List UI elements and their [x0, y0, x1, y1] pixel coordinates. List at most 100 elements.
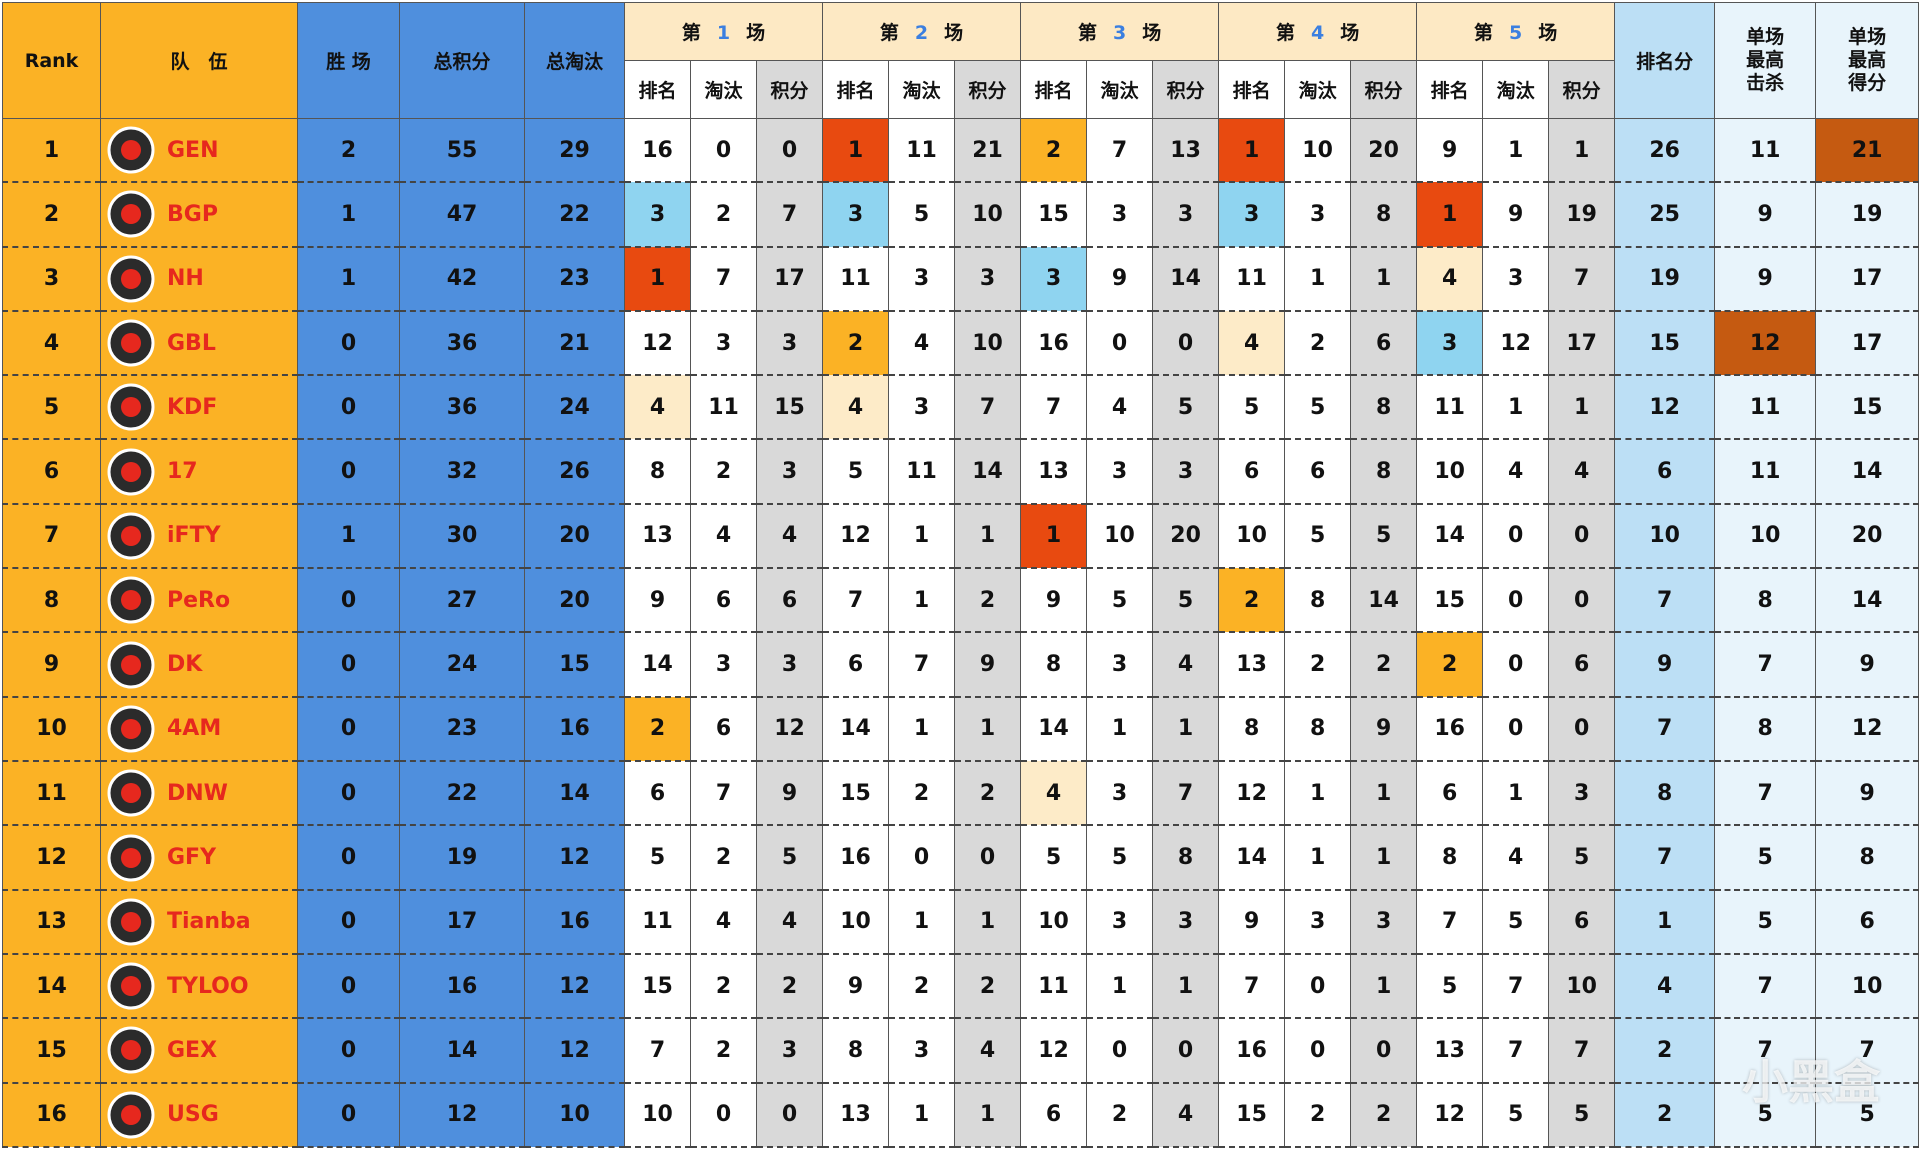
game-place: 15 — [1416, 568, 1484, 634]
total-points: 23 — [399, 696, 525, 763]
game-place: 2 — [1416, 632, 1484, 698]
team-row: 7 iFTY 1 30 20 13 4 4 12 1 1 1 10 20 10 5 5 14 0 0 10 10 20 — [2, 503, 1920, 570]
rank: 6 — [2, 439, 101, 505]
game-suffix: 场 — [1538, 22, 1558, 44]
game-prefix: 第 — [1077, 22, 1097, 44]
game-points: 0 — [1548, 696, 1616, 763]
total-kills: 24 — [524, 375, 625, 441]
game-points: 2 — [1350, 1082, 1418, 1149]
game-points: 13 — [1152, 118, 1220, 184]
total-points: 47 — [399, 182, 525, 248]
total-points: 32 — [399, 439, 525, 505]
game-place: 16 — [1020, 310, 1088, 377]
game-kills: 3 — [1086, 761, 1154, 827]
max-kills: 7 — [1714, 761, 1817, 827]
game-points: 7 — [1548, 1018, 1616, 1084]
game-points: 1 — [1152, 953, 1220, 1020]
rank: 12 — [2, 825, 101, 891]
max-kills: 11 — [1714, 118, 1817, 184]
game-place: 8 — [1020, 632, 1088, 698]
game-kills: 7 — [1482, 1018, 1550, 1084]
game-place: 11 — [1020, 953, 1088, 1020]
game-place: 5 — [822, 439, 890, 505]
game-kills: 2 — [1284, 1082, 1352, 1149]
team-box: GFY — [101, 832, 297, 884]
game-number: 4 — [1310, 22, 1325, 44]
placement-points: 2 — [1614, 1018, 1716, 1084]
placement-points: 6 — [1614, 439, 1716, 505]
rank: 1 — [2, 118, 101, 184]
game-place: 15 — [1218, 1082, 1286, 1149]
game-place: 11 — [624, 889, 691, 955]
game-kills: 10 — [1284, 118, 1352, 184]
team-logo — [107, 962, 155, 1010]
game-points: 10 — [1548, 953, 1616, 1020]
team-logo — [107, 1091, 155, 1139]
game-points: 2 — [954, 568, 1022, 634]
game-points: 4 — [1152, 1082, 1220, 1149]
game-points: 1 — [1350, 246, 1418, 312]
game-points: 8 — [1350, 439, 1418, 505]
game-place: 12 — [1020, 1018, 1088, 1084]
game-points: 0 — [1152, 1018, 1220, 1084]
total-points: 19 — [399, 825, 525, 891]
game-place: 8 — [822, 1018, 890, 1084]
game-kills: 2 — [690, 439, 757, 505]
wins: 0 — [297, 889, 400, 955]
total-points: 22 — [399, 761, 525, 827]
game-points: 9 — [1350, 696, 1418, 763]
placement-points-header: 排名分 — [1614, 2, 1716, 119]
sub-header: 淘汰 — [1284, 60, 1352, 119]
game-points: 1 — [1350, 825, 1418, 891]
game-place: 16 — [1416, 696, 1484, 763]
sub-header: 排名 — [624, 60, 691, 119]
max-kills: 9 — [1714, 246, 1817, 312]
game-kills: 3 — [888, 375, 956, 441]
placement-points: 12 — [1614, 375, 1716, 441]
game-points: 3 — [1152, 889, 1220, 955]
total-points: 17 — [399, 889, 525, 955]
game-points: 3 — [755, 632, 824, 698]
total-points-header: 总积分 — [399, 2, 525, 119]
game-place: 6 — [1020, 1082, 1088, 1149]
game-kills: 9 — [1482, 182, 1550, 248]
wins: 0 — [297, 825, 400, 891]
team-box: BGP — [101, 188, 297, 240]
wins: 0 — [297, 1082, 400, 1149]
game-points: 6 — [1548, 889, 1616, 955]
rank: 2 — [2, 182, 101, 248]
game-points: 1 — [1152, 696, 1220, 763]
game-number: 5 — [1509, 22, 1523, 44]
game-place: 10 — [1416, 439, 1484, 505]
team-box: GEX — [101, 1024, 297, 1076]
game-kills: 2 — [690, 825, 757, 891]
game-points: 20 — [1152, 503, 1220, 570]
game-kills: 3 — [1086, 632, 1154, 698]
game-place: 5 — [1020, 825, 1088, 891]
game-kills: 2 — [1284, 310, 1352, 377]
total-kills: 10 — [524, 1082, 625, 1149]
team-box: DK — [101, 639, 297, 691]
game-kills: 5 — [1482, 1082, 1550, 1149]
team-logo — [107, 1026, 155, 1074]
wins: 1 — [297, 503, 400, 570]
team-box: TYLOO — [101, 960, 297, 1012]
placement-points: 2 — [1614, 1082, 1716, 1149]
game-points: 20 — [1350, 118, 1418, 184]
max-points: 21 — [1815, 118, 1920, 184]
game-suffix: 场 — [944, 22, 964, 44]
sub-header: 积分 — [755, 60, 824, 119]
game-kills: 0 — [1482, 568, 1550, 634]
game-place: 1 — [822, 118, 890, 184]
game-points: 1 — [1548, 118, 1616, 184]
game-place: 13 — [1218, 632, 1286, 698]
game-points: 5 — [1548, 825, 1616, 891]
game-points: 19 — [1548, 182, 1616, 248]
team-row: 3 NH 1 42 23 1 7 17 11 3 3 3 9 14 11 1 1 4 3 7 19 9 17 — [2, 246, 1920, 312]
game-points: 4 — [1548, 439, 1616, 505]
game-points: 0 — [755, 1082, 824, 1149]
game-kills: 11 — [690, 375, 757, 441]
game-kills: 1 — [888, 889, 956, 955]
placement-points: 10 — [1614, 503, 1716, 570]
